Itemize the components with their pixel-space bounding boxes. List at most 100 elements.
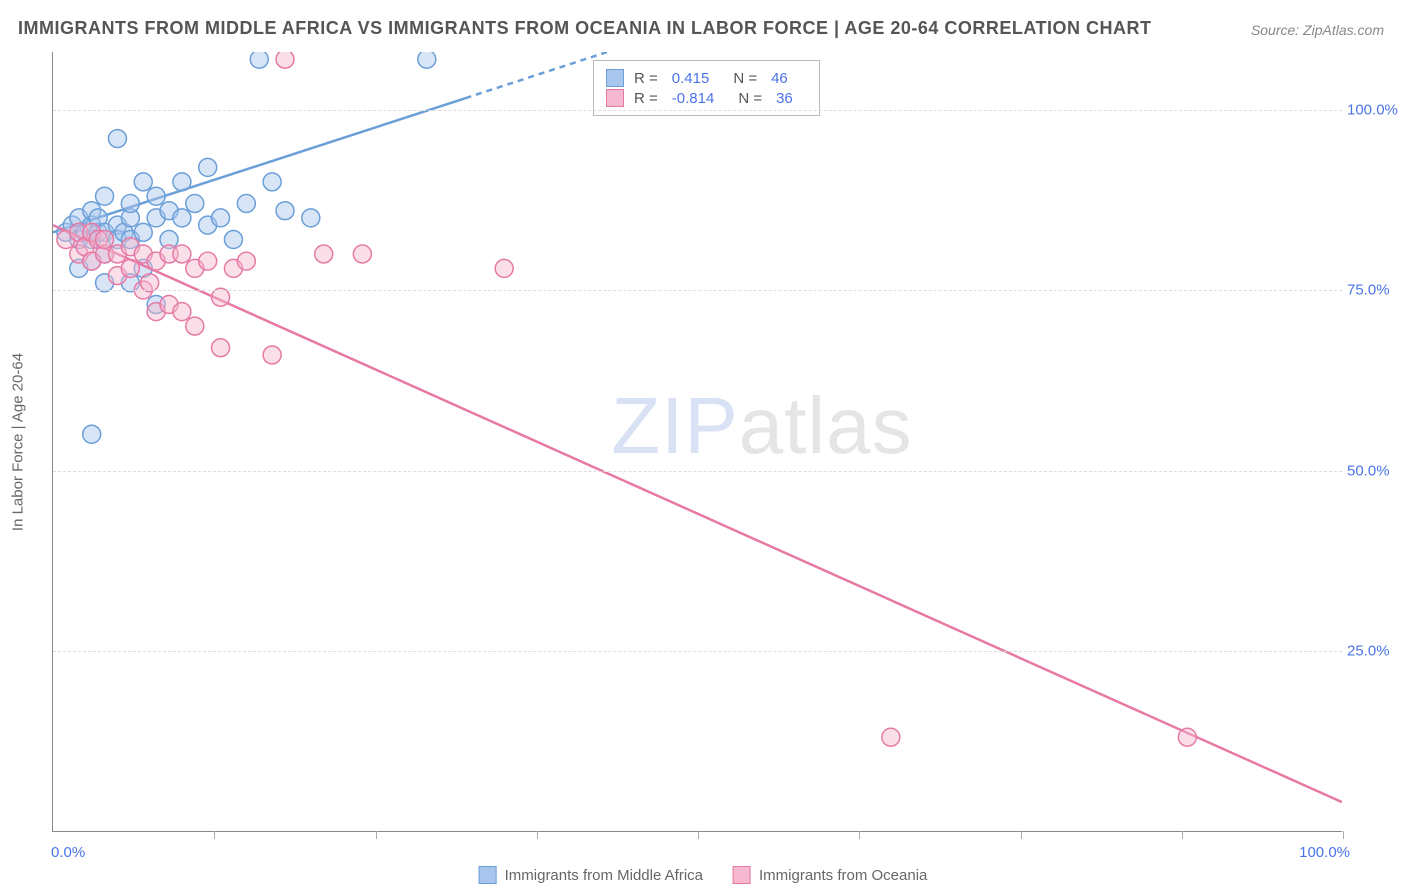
data-point [276,202,294,220]
data-point [212,339,230,357]
watermark-atlas: atlas [739,381,913,470]
data-point [263,346,281,364]
legend-r-label: R = [634,70,658,87]
data-point [199,252,217,270]
x-tick [376,831,377,839]
data-point [224,231,242,249]
x-tick [698,831,699,839]
data-point [134,259,152,277]
legend-row: R = 0.415 N = 46 [606,69,807,87]
data-point [186,259,204,277]
data-point [70,209,88,227]
series-legend-item: Immigrants from Oceania [733,866,927,884]
regression-line [465,52,607,98]
x-tick [1021,831,1022,839]
watermark-zip: ZIP [611,381,738,470]
series-legend-item: Immigrants from Middle Africa [479,866,703,884]
plot-area: In Labor Force | Age 20-64 0.0% 100.0% Z… [52,52,1342,832]
data-point [108,231,126,249]
correlation-legend: R =0.415N =46R =-0.814N =36 [593,60,820,116]
data-point [495,259,513,277]
data-point [89,209,107,227]
legend-n-value: 46 [771,70,788,87]
y-tick-label: 50.0% [1347,462,1406,479]
data-point [224,259,242,277]
data-point [263,173,281,191]
data-point [173,245,191,263]
data-point [83,216,101,234]
data-point [1178,728,1196,746]
data-point [76,238,94,256]
data-point [96,245,114,263]
data-point [147,209,165,227]
data-point [121,231,139,249]
data-point [237,252,255,270]
legend-r-value: 0.415 [672,70,710,87]
watermark: ZIPatlas [611,380,912,472]
data-point [147,252,165,270]
chart-title: IMMIGRANTS FROM MIDDLE AFRICA VS IMMIGRA… [18,18,1152,39]
data-point [57,231,75,249]
data-point [108,267,126,285]
legend-n-label: N = [733,70,757,87]
data-point [83,231,101,249]
data-point [160,295,178,313]
regression-line [53,98,465,232]
data-point [418,52,436,68]
data-point [108,245,126,263]
data-point [147,303,165,321]
data-point [147,295,165,313]
data-point [121,194,139,212]
data-point [134,223,152,241]
source-label: Source: ZipAtlas.com [1251,22,1384,38]
data-point [108,130,126,148]
data-point [186,194,204,212]
data-point [76,223,94,241]
series-name: Immigrants from Middle Africa [505,867,703,884]
data-point [121,209,139,227]
data-point [199,158,217,176]
y-tick-label: 100.0% [1347,101,1406,118]
legend-swatch [606,89,624,107]
data-point [57,223,75,241]
legend-n-value: 36 [776,90,793,107]
data-point [276,52,294,68]
data-point [108,216,126,234]
x-tick [1343,831,1344,839]
data-point [134,173,152,191]
x-tick [537,831,538,839]
data-point [160,202,178,220]
data-point [134,245,152,263]
x-tick-label-max: 100.0% [1299,844,1350,861]
data-point [121,259,139,277]
data-point [70,231,88,249]
gridline-h [53,651,1342,652]
gridline-h [53,471,1342,472]
data-point [199,216,217,234]
data-point [882,728,900,746]
data-point [121,238,139,256]
data-point [212,209,230,227]
gridline-h [53,290,1342,291]
data-point [121,274,139,292]
series-name: Immigrants from Oceania [759,867,927,884]
data-point [315,245,333,263]
data-point [70,223,88,241]
data-point [173,173,191,191]
regression-line [53,225,1342,802]
data-point [70,259,88,277]
data-point [70,245,88,263]
data-point [96,231,114,249]
data-point [83,252,101,270]
data-point [96,274,114,292]
data-point [160,245,178,263]
data-point [186,317,204,335]
data-point [160,231,178,249]
data-point [63,216,81,234]
gridline-h [53,110,1342,111]
chart-svg [53,52,1342,831]
data-point [147,187,165,205]
data-point [141,274,159,292]
data-point [115,223,133,241]
data-point [173,303,191,321]
